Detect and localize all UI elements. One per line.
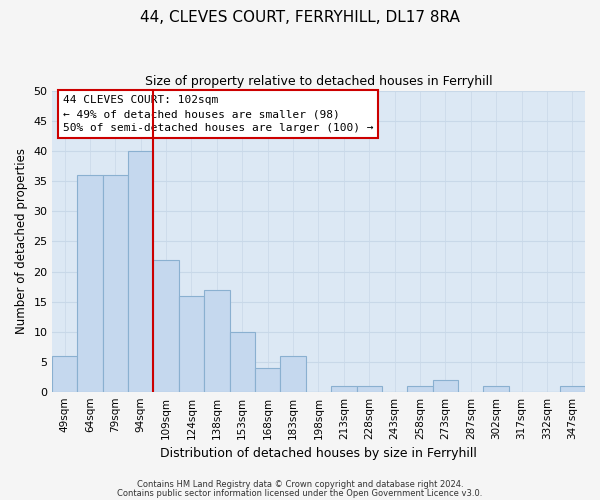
Bar [52,356,77,393]
Bar [484,386,509,392]
Y-axis label: Number of detached properties: Number of detached properties [15,148,28,334]
Title: Size of property relative to detached houses in Ferryhill: Size of property relative to detached ho… [145,75,492,88]
Bar [356,386,382,392]
Bar [407,386,433,392]
Text: 44 CLEVES COURT: 102sqm
← 49% of detached houses are smaller (98)
50% of semi-de: 44 CLEVES COURT: 102sqm ← 49% of detache… [62,95,373,133]
Bar [560,386,585,392]
X-axis label: Distribution of detached houses by size in Ferryhill: Distribution of detached houses by size … [160,447,477,460]
Bar [204,290,230,392]
Bar [433,380,458,392]
Bar [103,175,128,392]
Bar [128,151,154,392]
Bar [255,368,280,392]
Bar [280,356,306,393]
Text: Contains HM Land Registry data © Crown copyright and database right 2024.: Contains HM Land Registry data © Crown c… [137,480,463,489]
Bar [230,332,255,392]
Text: Contains public sector information licensed under the Open Government Licence v3: Contains public sector information licen… [118,489,482,498]
Bar [154,260,179,392]
Text: 44, CLEVES COURT, FERRYHILL, DL17 8RA: 44, CLEVES COURT, FERRYHILL, DL17 8RA [140,10,460,25]
Bar [179,296,204,392]
Bar [331,386,356,392]
Bar [77,175,103,392]
